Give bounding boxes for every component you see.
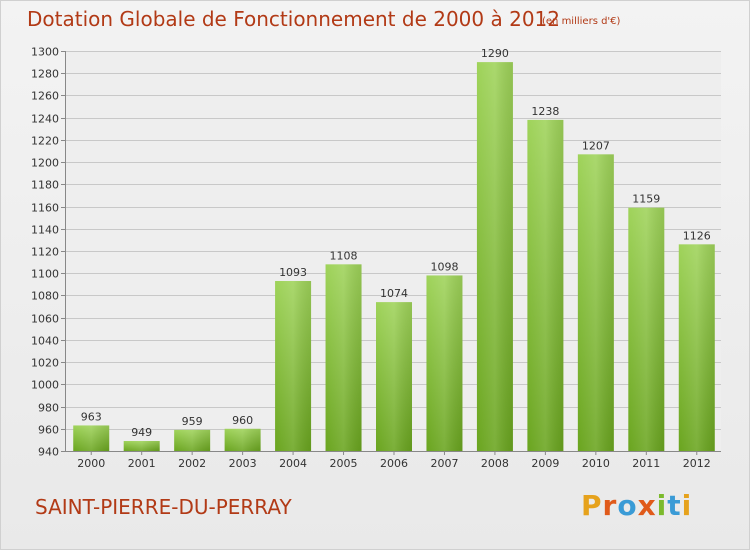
bar-value-label: 1207 [582, 139, 610, 152]
bar-highlight [527, 119, 564, 451]
bar-value-label: 1098 [430, 260, 458, 273]
x-tick-label: 2007 [430, 457, 458, 470]
y-tick-label: 940 [38, 446, 59, 459]
bar-highlight [678, 244, 715, 451]
y-tick-label: 1100 [31, 268, 59, 281]
y-tick-label: 980 [38, 402, 59, 415]
x-tick-label: 2006 [380, 457, 408, 470]
y-tick-label: 1160 [31, 202, 59, 215]
bar-highlight [224, 428, 261, 451]
bar-value-label: 960 [232, 414, 253, 427]
y-tick-label: 1140 [31, 224, 59, 237]
bar-highlight [476, 62, 513, 451]
y-tick-label: 1200 [31, 157, 59, 170]
bar-value-label: 1093 [279, 266, 307, 279]
bar-highlight [577, 154, 614, 452]
commune-name: SAINT-PIERRE-DU-PERRAY [35, 495, 292, 519]
bar-highlight [73, 425, 110, 451]
x-tick-label: 2008 [481, 457, 509, 470]
chart-title: Dotation Globale de Fonctionnement de 20… [27, 7, 560, 31]
bar-value-label: 1290 [481, 47, 509, 60]
y-tick-label: 1060 [31, 313, 59, 326]
brand-letter: o [617, 489, 638, 522]
y-tick-label: 1260 [31, 90, 59, 103]
x-tick-label: 2010 [582, 457, 610, 470]
bar-highlight [426, 275, 463, 451]
y-tick-label: 1020 [31, 357, 59, 370]
x-tick-label: 2004 [279, 457, 307, 470]
y-tick-label: 1000 [31, 379, 59, 392]
brand-logo: Proxiti [581, 489, 692, 522]
bar-highlight [174, 429, 211, 451]
brand-letter: x [637, 489, 657, 522]
bar-value-label: 949 [131, 426, 152, 439]
bar-value-label: 1108 [330, 249, 358, 262]
brand-letter: t [667, 489, 682, 522]
x-tick-label: 2000 [77, 457, 105, 470]
bar-value-label: 1126 [683, 229, 711, 242]
x-tick-label: 2003 [229, 457, 257, 470]
brand-letter: P [581, 489, 603, 522]
brand-letter: i [656, 489, 668, 522]
y-tick-label: 1280 [31, 68, 59, 81]
axes [61, 51, 721, 455]
x-tick-label: 2011 [632, 457, 660, 470]
y-tick-label: 1300 [31, 46, 59, 59]
x-tick-label: 2002 [178, 457, 206, 470]
chart-subtitle: (en milliers d'€) [542, 16, 621, 27]
bar-highlight [376, 302, 412, 451]
bar-value-label: 1238 [531, 105, 559, 118]
bars [73, 62, 715, 452]
x-tick-label: 2001 [128, 457, 156, 470]
bar-value-label: 963 [81, 410, 102, 423]
labels: 940 960 980 1000 1020 1040 1060 1080 1100 1120 114… [31, 46, 711, 471]
x-tick-label: 2009 [531, 457, 559, 470]
bar-highlight [275, 281, 312, 451]
bar-value-label: 959 [182, 415, 203, 428]
y-tick-label: 1040 [31, 335, 59, 348]
y-tick-label: 1220 [31, 135, 59, 148]
y-tick-label: 1240 [31, 113, 59, 126]
bar-highlight [325, 264, 362, 451]
y-tick-label: 1080 [31, 290, 59, 303]
bar-value-label: 1159 [632, 193, 660, 206]
bar-highlight [123, 441, 160, 451]
y-tick-label: 1120 [31, 246, 59, 259]
x-tick-label: 2005 [330, 457, 358, 470]
brand-letter: r [602, 489, 618, 522]
bar-value-label: 1074 [380, 287, 408, 300]
y-tick-label: 960 [38, 424, 59, 437]
brand-letter: i [681, 489, 693, 522]
x-tick-label: 2012 [683, 457, 711, 470]
bar-highlight [628, 207, 665, 451]
y-tick-label: 1180 [31, 179, 59, 192]
